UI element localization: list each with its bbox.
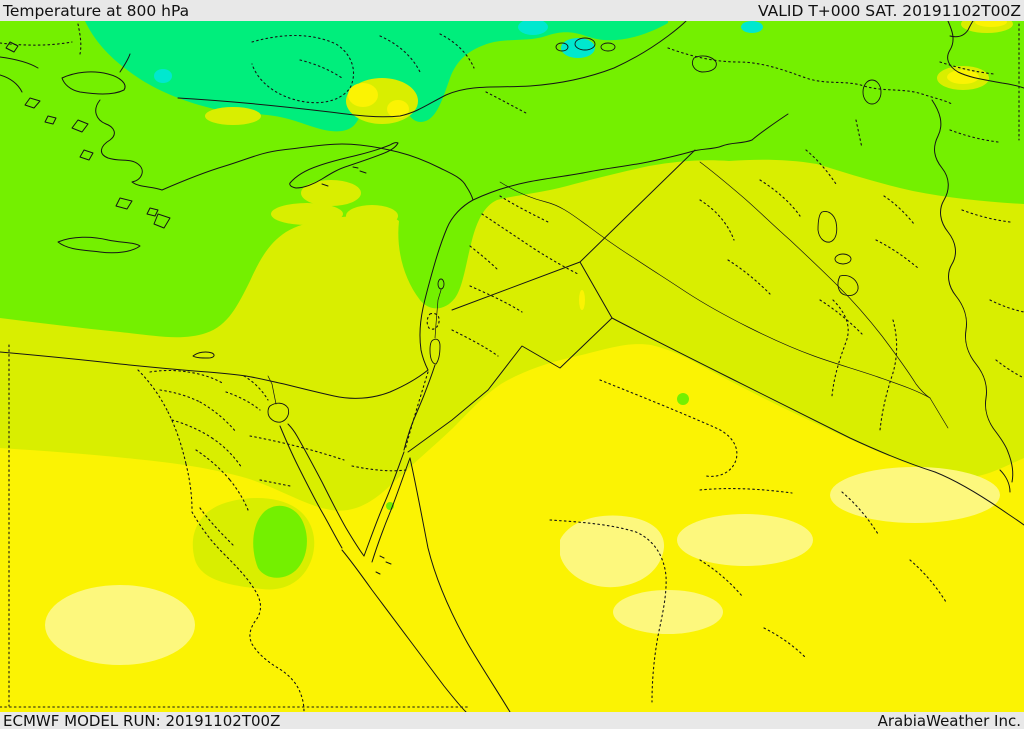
jordan-river [434,289,442,339]
nile-valley-dotted [199,507,235,547]
saudi-admin-3 [599,379,738,477]
nile-delta-admin [137,369,269,511]
temperature-field [0,21,1024,712]
rhodes-island [153,213,171,229]
sea-of-galilee [437,278,445,290]
coastlines [0,21,1024,712]
cyprus-warm-patches [271,180,398,227]
lake-urmia [862,79,882,105]
credit-label: ArabiaWeather Inc. [877,711,1021,729]
model-run-label: ECMWF MODEL RUN: 20191102T00Z [3,711,281,729]
syria-admin [469,195,579,275]
aegean-island-2 [24,97,41,109]
dead-sea [429,338,441,365]
red-sea-arabian-coast [409,457,511,712]
caucasus-borders [667,47,953,105]
anatolia-admin-3 [299,59,529,115]
caspian-sea-coast [947,21,1024,89]
levant-coast [419,199,474,371]
tiran-island-marks [375,555,392,575]
euphrates-river [499,181,931,399]
jordan-syria-border [451,261,581,311]
saudi-admin-4 [831,299,898,431]
lake-tharthar [817,211,838,243]
syria-iraq-border [579,149,696,263]
band-spring-green [85,21,668,132]
suez-canal [267,375,277,405]
balkan-borders [0,23,82,55]
band-yellow [0,344,1024,712]
black-sea-coast [177,21,687,118]
kuwait-bay [999,451,1014,493]
crete-island [57,236,141,254]
aegean-greek-coast-2 [0,74,23,93]
nile-delta-lagoon [192,351,215,359]
egypt-admin-diagonal [249,435,407,487]
turkey-west-coast [95,99,163,191]
iraq-saudi-border [611,317,936,473]
aegean-island-7 [146,207,159,217]
lake-razzaza [837,275,859,296]
bottom-info-bar: ECMWF MODEL RUN: 20191102T00Z ArabiaWeat… [0,712,1024,729]
aegean-island-4 [71,119,89,133]
lake-habbaniyah [834,253,852,265]
aegean-island-5 [79,149,94,161]
gulf-of-aqaba-west [363,451,405,557]
country-borders [407,99,1024,526]
egypt-north-coast [0,351,429,399]
egypt-highland-cool-patch [192,290,689,590]
jordan-admin [451,285,523,357]
turkey-syria-border [472,151,691,201]
valid-time-label: VALID T+000 SAT. 20191102T00Z [758,1,1021,20]
anatolia-admin-2 [379,33,475,73]
gulf-of-suez-west [279,425,343,549]
lakes [267,37,882,423]
arava-valley-line [403,364,436,451]
admin-borders-dotted [0,23,1024,712]
israel-egypt-border [404,371,429,451]
anatolia-warm-patches [205,21,1013,125]
iraq-admin [699,119,919,335]
nile-river-dotted [191,511,305,712]
bosphorus-strait [119,53,131,73]
saudi-admin-1 [549,519,667,703]
caspian-border [939,23,1020,141]
lake-van [691,55,717,73]
cyprus-marks [321,166,367,187]
aegean-greek-coast [0,56,39,69]
turkey-iraq-border [689,139,753,153]
jordan-saudi-border [407,317,613,453]
red-sea-african-coast [341,549,467,712]
map-title: Temperature at 800 hPa [3,1,190,20]
bitter-lakes [267,402,290,423]
lake-small-anatolia [600,42,616,52]
saudi-kuwait-border [934,471,1024,526]
aegean-island-6 [115,197,133,210]
lake-tuz [574,37,596,51]
gulf-of-aqaba-east [371,457,411,563]
iran-iraq-border [931,99,1009,453]
pale-yellow-warm-patches [45,467,1000,665]
caspian-inlet [949,21,974,38]
top-title-bar: Temperature at 800 hPa VALID T+000 SAT. … [0,0,1024,21]
shatt-al-arab-river [929,397,949,429]
cyprus-island [289,142,399,189]
turkey-south-coast [161,143,474,201]
aegean-island-3 [44,115,57,125]
iran-admin [949,129,1024,379]
cyan-cold-patches [154,21,763,83]
jordan-iraq-border [579,261,613,319]
lake-beysehir [555,42,569,52]
sinai-east-coast [287,423,365,557]
saudi-admin-2 [699,488,793,494]
turkey-iran-border [751,113,789,141]
sea-of-marmara [61,71,126,95]
